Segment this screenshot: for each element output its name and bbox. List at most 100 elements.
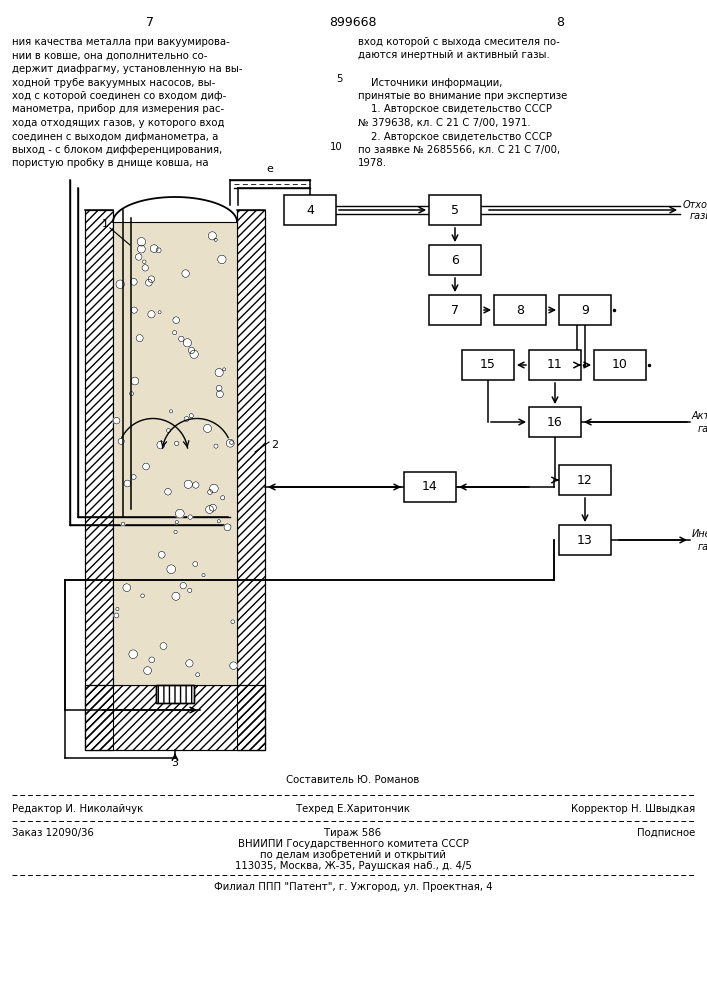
Circle shape (121, 522, 125, 526)
Circle shape (184, 417, 189, 421)
Bar (462, 350, 514, 380)
Circle shape (216, 391, 223, 398)
Circle shape (116, 607, 119, 611)
Text: по делам изобретений и открытий: по делам изобретений и открытий (260, 850, 446, 860)
Circle shape (141, 594, 144, 598)
Circle shape (156, 248, 161, 253)
Bar (156, 685, 194, 703)
Text: держит диафрагму, установленную на вы-: держит диафрагму, установленную на вы- (12, 64, 243, 74)
Circle shape (175, 509, 185, 518)
Bar (85, 685, 265, 750)
Text: Корректор Н. Швыдкая: Корректор Н. Швыдкая (571, 804, 695, 814)
Text: пористую пробку в днище ковша, на: пористую пробку в днище ковша, на (12, 158, 209, 168)
Circle shape (190, 350, 199, 358)
Text: 13: 13 (577, 534, 593, 546)
Circle shape (150, 245, 158, 252)
Text: 11: 11 (547, 359, 563, 371)
Circle shape (193, 562, 198, 567)
Bar (156, 685, 194, 703)
Text: Филиал ППП "Патент", г. Ужгород, ул. Проектная, 4: Филиал ППП "Патент", г. Ужгород, ул. Про… (214, 882, 492, 892)
Circle shape (136, 254, 142, 260)
Circle shape (149, 657, 155, 663)
Circle shape (179, 336, 184, 342)
Text: хода отходящих газов, у которого вход: хода отходящих газов, у которого вход (12, 118, 225, 128)
Circle shape (196, 673, 199, 677)
Bar (559, 295, 611, 325)
Circle shape (230, 662, 238, 669)
Text: 8: 8 (556, 16, 564, 29)
Text: 4: 4 (306, 204, 314, 217)
Bar (559, 465, 611, 495)
Circle shape (131, 307, 137, 313)
Bar (237, 210, 265, 750)
Circle shape (183, 339, 192, 347)
Circle shape (116, 280, 124, 288)
Circle shape (214, 238, 217, 241)
Bar (429, 245, 481, 275)
Circle shape (208, 490, 213, 494)
Circle shape (158, 551, 165, 558)
Text: 1: 1 (102, 219, 108, 229)
Circle shape (129, 650, 137, 659)
Text: 16: 16 (547, 416, 563, 428)
Circle shape (144, 667, 151, 675)
Bar (529, 407, 581, 437)
Circle shape (206, 506, 214, 513)
Text: Тираж 586: Тираж 586 (325, 828, 382, 838)
Circle shape (158, 311, 161, 314)
Circle shape (118, 438, 124, 444)
Bar (429, 195, 481, 225)
Text: газ: газ (698, 424, 707, 434)
Circle shape (124, 480, 131, 487)
Text: 12: 12 (577, 474, 593, 487)
Text: соединен с выходом дифманометра, а: соединен с выходом дифманометра, а (12, 131, 218, 141)
Text: даются инертный и активный газы.: даются инертный и активный газы. (358, 50, 550, 60)
Circle shape (215, 368, 223, 377)
Text: Редактор И. Николайчук: Редактор И. Николайчук (12, 804, 144, 814)
Text: нии в ковше, она дополнительно со-: нии в ковше, она дополнительно со- (12, 50, 207, 60)
Bar (529, 350, 581, 380)
Circle shape (187, 588, 192, 593)
Circle shape (188, 347, 194, 354)
Circle shape (218, 255, 226, 264)
Circle shape (226, 439, 234, 447)
Circle shape (173, 317, 180, 323)
Text: газ: газ (698, 542, 707, 552)
Bar (237, 210, 265, 750)
Circle shape (189, 414, 194, 418)
Text: 1978.: 1978. (358, 158, 387, 168)
Circle shape (184, 480, 192, 488)
Text: 7: 7 (451, 304, 459, 316)
Circle shape (157, 441, 165, 449)
Circle shape (202, 573, 205, 577)
Bar (284, 195, 336, 225)
Circle shape (216, 385, 222, 391)
Text: 5: 5 (451, 204, 459, 217)
Text: принятые во внимание при экспертизе: принятые во внимание при экспертизе (358, 91, 567, 101)
Text: Заказ 12090/36: Заказ 12090/36 (12, 828, 94, 838)
Circle shape (129, 392, 134, 396)
Text: № 379638, кл. С 21 С 7/00, 1971.: № 379638, кл. С 21 С 7/00, 1971. (358, 118, 531, 128)
Text: 10: 10 (330, 142, 343, 152)
Text: манометра, прибор для измерения рас-: манометра, прибор для измерения рас- (12, 104, 224, 114)
Text: 10: 10 (612, 359, 628, 371)
Circle shape (136, 335, 144, 342)
Circle shape (186, 660, 193, 667)
Circle shape (172, 592, 180, 600)
Circle shape (174, 530, 177, 534)
Bar (85, 210, 113, 750)
Circle shape (113, 417, 120, 424)
Circle shape (130, 278, 137, 285)
Text: ход с которой соединен со входом диф-: ход с которой соединен со входом диф- (12, 91, 226, 101)
Bar (494, 295, 546, 325)
Circle shape (170, 410, 173, 413)
Text: ВНИИПИ Государственного комитета СССР: ВНИИПИ Государственного комитета СССР (238, 839, 469, 849)
Circle shape (143, 463, 149, 470)
Circle shape (148, 276, 155, 282)
Text: Отходящие: Отходящие (683, 200, 707, 210)
Text: ния качества металла при вакуумирова-: ния качества металла при вакуумирова- (12, 37, 230, 47)
Circle shape (167, 565, 175, 574)
Circle shape (192, 482, 199, 488)
Text: е: е (267, 164, 274, 174)
Circle shape (217, 520, 221, 523)
